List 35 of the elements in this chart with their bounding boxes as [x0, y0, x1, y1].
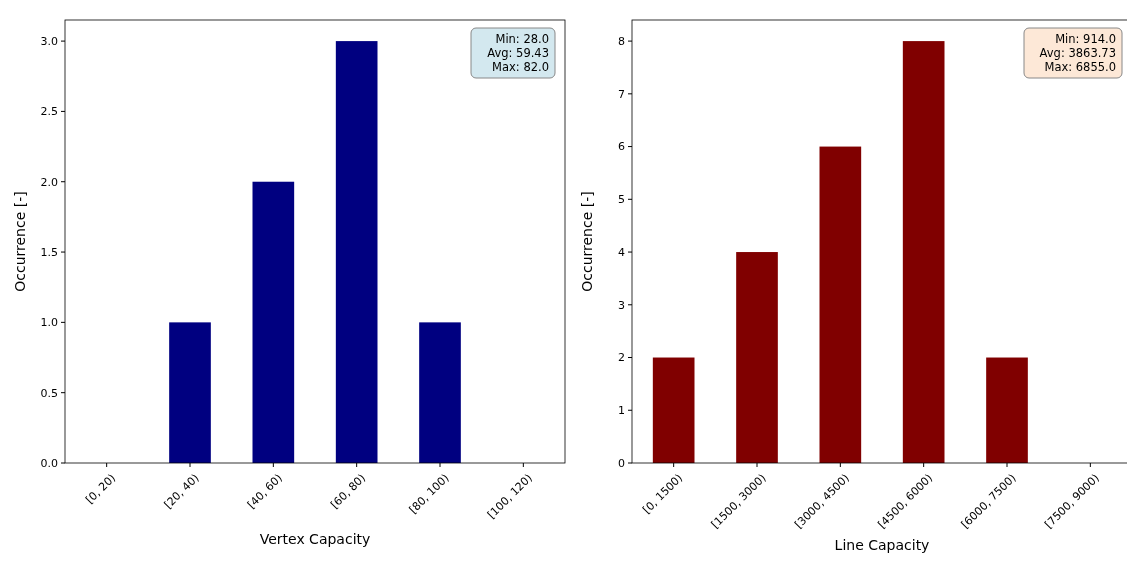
- bar: [986, 357, 1028, 463]
- y-tick-label: 3: [618, 298, 625, 312]
- bar: [169, 322, 211, 463]
- y-tick-label: 1.5: [40, 245, 58, 259]
- y-tick-label: 1: [618, 404, 625, 418]
- x-tick-label: [20, 40): [161, 471, 202, 512]
- x-axis-title: Vertex Capacity: [259, 531, 371, 547]
- y-tick-label: 8: [618, 34, 625, 48]
- bar: [902, 41, 945, 463]
- y-tick-label: 2.5: [40, 105, 58, 119]
- bar: [736, 252, 778, 463]
- y-tick-label: 0.5: [40, 386, 58, 400]
- bar: [252, 181, 295, 463]
- y-tick-label: 6: [618, 140, 625, 154]
- y-axis-title: Occurrence [-]: [12, 191, 28, 292]
- annotation: Min: 914.0 Avg: 3863.73 Max: 6855.0: [1039, 32, 1116, 74]
- x-tick-label: [60, 80): [328, 471, 369, 512]
- y-tick-label: 5: [618, 193, 625, 207]
- y-axis-title: Occurrence [-]: [579, 191, 595, 292]
- y-tick-label: 7: [618, 87, 625, 101]
- bar: [652, 357, 695, 463]
- bar: [419, 322, 461, 463]
- x-tick-label: [40, 60): [244, 471, 285, 512]
- annotation: Min: 28.0 Avg: 59.43 Max: 82.0: [487, 32, 549, 74]
- y-tick-label: 2.0: [40, 175, 58, 189]
- y-tick-label: 2: [618, 351, 625, 365]
- y-tick-label: 0.0: [40, 456, 58, 470]
- x-axis-title: Line Capacity: [834, 537, 930, 553]
- bar: [335, 41, 378, 463]
- bar: [819, 146, 862, 463]
- y-tick-label: 0: [618, 456, 625, 470]
- y-tick-label: 1.0: [40, 316, 58, 330]
- y-tick-label: 4: [618, 245, 625, 259]
- x-tick-label: [0, 20): [83, 471, 119, 507]
- y-tick-label: 3.0: [40, 34, 58, 48]
